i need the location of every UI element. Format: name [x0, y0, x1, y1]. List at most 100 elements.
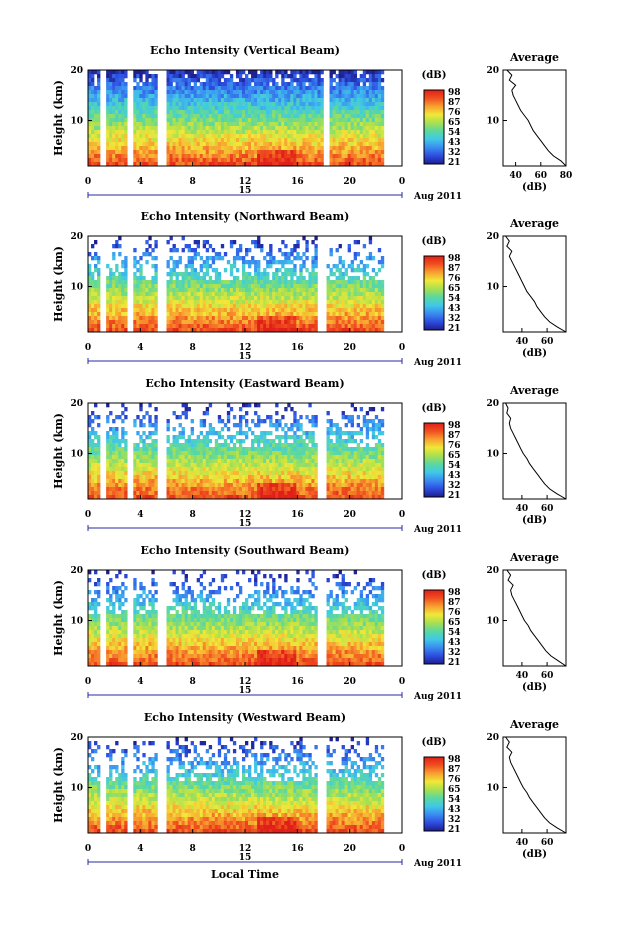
- heatmap-cell: [118, 118, 122, 123]
- heatmap-cell: [257, 284, 261, 289]
- heatmap-cell: [184, 114, 188, 119]
- heatmap-cell: [287, 467, 291, 472]
- heatmap-cell: [311, 158, 315, 163]
- heatmap-cell: [266, 447, 270, 452]
- heatmap-cell: [374, 106, 379, 111]
- heatmap-cell: [142, 431, 146, 436]
- heatmap-cell: [260, 126, 264, 131]
- heatmap-cell: [181, 162, 185, 167]
- heatmap-cell: [341, 328, 345, 333]
- heatmap-cell: [169, 296, 173, 301]
- heatmap-cell: [139, 78, 143, 83]
- heatmap-cell: [193, 138, 197, 143]
- heatmap-cell: [311, 150, 315, 155]
- heatmap-cell: [232, 300, 237, 305]
- heatmap-cell: [193, 74, 197, 79]
- heatmap-cell: [223, 150, 228, 155]
- heatmap-cell: [211, 248, 216, 253]
- heatmap-cell: [347, 296, 351, 301]
- heatmap-cell: [263, 106, 267, 111]
- heatmap-cell: [329, 292, 333, 297]
- heatmap-cell: [181, 316, 185, 321]
- heatmap-cell: [190, 483, 194, 488]
- heatmap-cell: [94, 288, 98, 293]
- heatmap-cell: [235, 475, 240, 480]
- heatmap-cell: [350, 320, 354, 325]
- heatmap-cell: [178, 443, 182, 448]
- heatmap-cell: [199, 431, 204, 436]
- heatmap-cell: [121, 154, 125, 159]
- heatmap-cell: [248, 328, 252, 333]
- heatmap-cell: [241, 324, 246, 329]
- heatmap-cell: [257, 162, 261, 167]
- heatmap-cell: [205, 90, 210, 95]
- heatmap-cell: [145, 284, 149, 289]
- heatmap-cell: [214, 268, 219, 273]
- heatmap-cell: [344, 130, 348, 135]
- heatmap-cell: [121, 102, 125, 107]
- heatmap-cell: [317, 106, 321, 111]
- heatmap-cell: [190, 106, 194, 111]
- heatmap-cell: [88, 126, 92, 131]
- heatmap-cell: [196, 324, 201, 329]
- heatmap-cell: [329, 296, 333, 301]
- heatmap-cell: [254, 126, 258, 131]
- heatmap-cell: [190, 256, 194, 261]
- heatmap-cell: [181, 292, 185, 297]
- heatmap-cell: [296, 455, 300, 460]
- heatmap-cell: [202, 82, 207, 87]
- heatmap-cell: [211, 455, 216, 460]
- heatmap-cell: [332, 158, 336, 163]
- heatmap-cell: [272, 280, 276, 285]
- heatmap-cell: [314, 419, 318, 424]
- heatmap-cell: [368, 304, 373, 309]
- heatmap-cell: [97, 467, 101, 472]
- heatmap-cell: [245, 276, 249, 281]
- heatmap-cell: [263, 483, 267, 488]
- heatmap-cell: [115, 158, 119, 163]
- heatmap-cell: [124, 439, 128, 444]
- heatmap-cell: [362, 320, 367, 325]
- heatmap-cell: [154, 296, 158, 301]
- heatmap-cell: [223, 86, 228, 91]
- heatmap-cell: [187, 134, 191, 139]
- heatmap-cell: [362, 102, 367, 107]
- heatmap-cell: [314, 122, 318, 127]
- heatmap-cell: [260, 479, 264, 484]
- heatmap-cell: [266, 106, 270, 111]
- heatmap-cell: [226, 403, 231, 408]
- heatmap-cell: [187, 284, 191, 289]
- heatmap-cell: [293, 471, 297, 476]
- heatmap-cell: [254, 471, 258, 476]
- heatmap-cell: [266, 280, 270, 285]
- heatmap-cell: [326, 419, 330, 424]
- heatmap-cell: [109, 451, 113, 456]
- heatmap-cell: [166, 122, 170, 127]
- heatmap-cell: [293, 264, 297, 269]
- heatmap-cell: [272, 122, 276, 127]
- heatmap-cell: [154, 455, 158, 460]
- heatmap-cell: [133, 276, 137, 281]
- heatmap-cell: [344, 316, 348, 321]
- heatmap-cell: [365, 150, 370, 155]
- heatmap-cell: [371, 118, 376, 123]
- heatmap-cell: [302, 491, 306, 496]
- heatmap-cell: [151, 328, 155, 333]
- heatmap-cell: [172, 455, 176, 460]
- heatmap-cell: [251, 114, 255, 119]
- heatmap-cell: [94, 70, 98, 75]
- heatmap-cell: [166, 78, 170, 83]
- heatmap-cell: [272, 487, 276, 492]
- heatmap-cell: [238, 94, 243, 99]
- heatmap-cell: [88, 415, 92, 420]
- heatmap-cell: [308, 276, 312, 281]
- heatmap-cell: [187, 304, 191, 309]
- heatmap-cell: [329, 272, 333, 277]
- heatmap-cell: [380, 284, 385, 289]
- heatmap-cell: [193, 114, 197, 119]
- heatmap-cell: [115, 134, 119, 139]
- heatmap-cell: [205, 304, 210, 309]
- heatmap-cell: [145, 320, 149, 325]
- heatmap-cell: [220, 256, 225, 261]
- heatmap-cell: [368, 276, 373, 281]
